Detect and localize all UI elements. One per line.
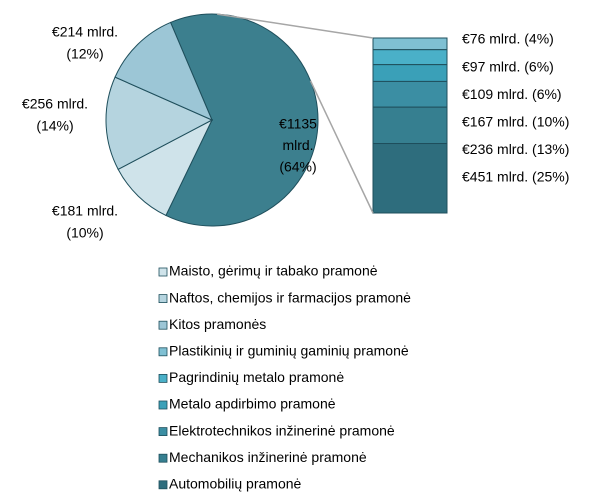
legend-label: Elektrotechnikos inžinerinė pramonė	[169, 422, 395, 438]
value-label: €214 mlrd.	[52, 24, 118, 40]
value-label: €451 mlrd. (25%)	[462, 169, 569, 185]
value-label: €1135	[279, 116, 317, 132]
connector	[217, 13, 374, 39]
value-label: (14%)	[36, 118, 73, 134]
legend-label: Automobilių pramonė	[169, 476, 302, 492]
legend-label: Naftos, chemijos ir farmacijos pramonė	[169, 289, 411, 305]
value-label: (10%)	[66, 225, 103, 241]
legend-swatch	[158, 373, 168, 383]
legend-label: Kitos pramonės	[169, 316, 266, 332]
bar-segment	[372, 37, 448, 51]
legend-label: Maisto, gėrimų ir tabako pramonė	[169, 263, 378, 279]
legend-swatch	[158, 453, 168, 463]
legend-swatch	[158, 427, 168, 437]
legend-swatch	[158, 400, 168, 410]
value-label: (64%)	[279, 159, 316, 175]
connector	[309, 80, 374, 214]
bar-segment	[372, 49, 448, 66]
legend-label: Mechanikos inžinerinė pramonė	[169, 449, 367, 465]
legend-label: Metalo apdirbimo pramonė	[169, 396, 336, 412]
value-label: €76 mlrd. (4%)	[462, 31, 554, 47]
value-label: (12%)	[66, 46, 103, 62]
bar-segment	[372, 106, 448, 145]
legend-label: Pagrindinių metalo pramonė	[169, 369, 344, 385]
value-label: mlrd.	[282, 137, 313, 153]
bar-segment	[372, 64, 448, 82]
value-label: €181 mlrd.	[52, 203, 118, 219]
legend-label: Plastikinių ir guminių gaminių pramonė	[169, 343, 409, 359]
value-label: €97 mlrd. (6%)	[462, 58, 554, 74]
value-label: €109 mlrd. (6%)	[462, 86, 562, 102]
value-label: €236 mlrd. (13%)	[462, 141, 569, 157]
legend-swatch	[158, 347, 168, 357]
legend-swatch	[158, 267, 168, 277]
legend-swatch	[158, 320, 168, 330]
legend-swatch	[158, 480, 168, 490]
bar-segment	[372, 143, 448, 214]
pie-slice	[114, 21, 213, 121]
legend-swatch	[158, 294, 168, 304]
value-label: €167 mlrd. (10%)	[462, 114, 569, 130]
pie-slice	[105, 76, 214, 171]
bar-segment	[372, 80, 448, 108]
value-label: €256 mlrd.	[22, 96, 88, 112]
